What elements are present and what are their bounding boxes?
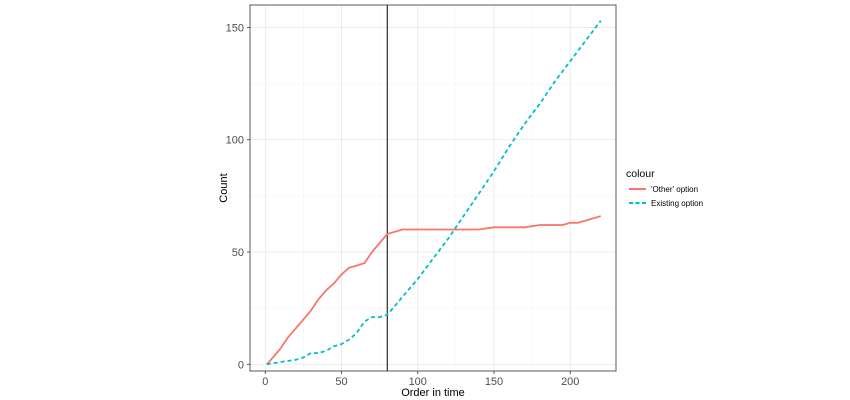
y-tick-label: 0 xyxy=(238,359,244,371)
x-tick-label: 150 xyxy=(485,376,503,388)
x-axis-title: Order in time xyxy=(401,387,465,399)
grid xyxy=(250,5,616,371)
series-line-other-option xyxy=(266,215,602,365)
legend-label-existing-option: Existing option xyxy=(651,199,703,208)
series-lines xyxy=(266,20,602,366)
x-tick-label: 100 xyxy=(409,376,427,388)
y-tick-label: 100 xyxy=(226,135,244,147)
x-tick-label: 200 xyxy=(561,376,579,388)
x-tick-label: 0 xyxy=(262,376,268,388)
y-tick-label: 50 xyxy=(232,247,244,259)
axis-ticks: 0 50 100 150 200 0 50 100 150 xyxy=(226,22,580,388)
legend: colour 'Other' option Existing option xyxy=(626,168,703,208)
panel-border xyxy=(249,4,617,372)
series-line-existing-option xyxy=(266,20,602,366)
legend-label-other-option: 'Other' option xyxy=(651,185,698,194)
y-tick-label: 150 xyxy=(226,22,244,34)
x-tick-label: 50 xyxy=(335,376,347,388)
y-axis-title: Count xyxy=(218,173,230,202)
legend-title: colour xyxy=(626,168,655,180)
